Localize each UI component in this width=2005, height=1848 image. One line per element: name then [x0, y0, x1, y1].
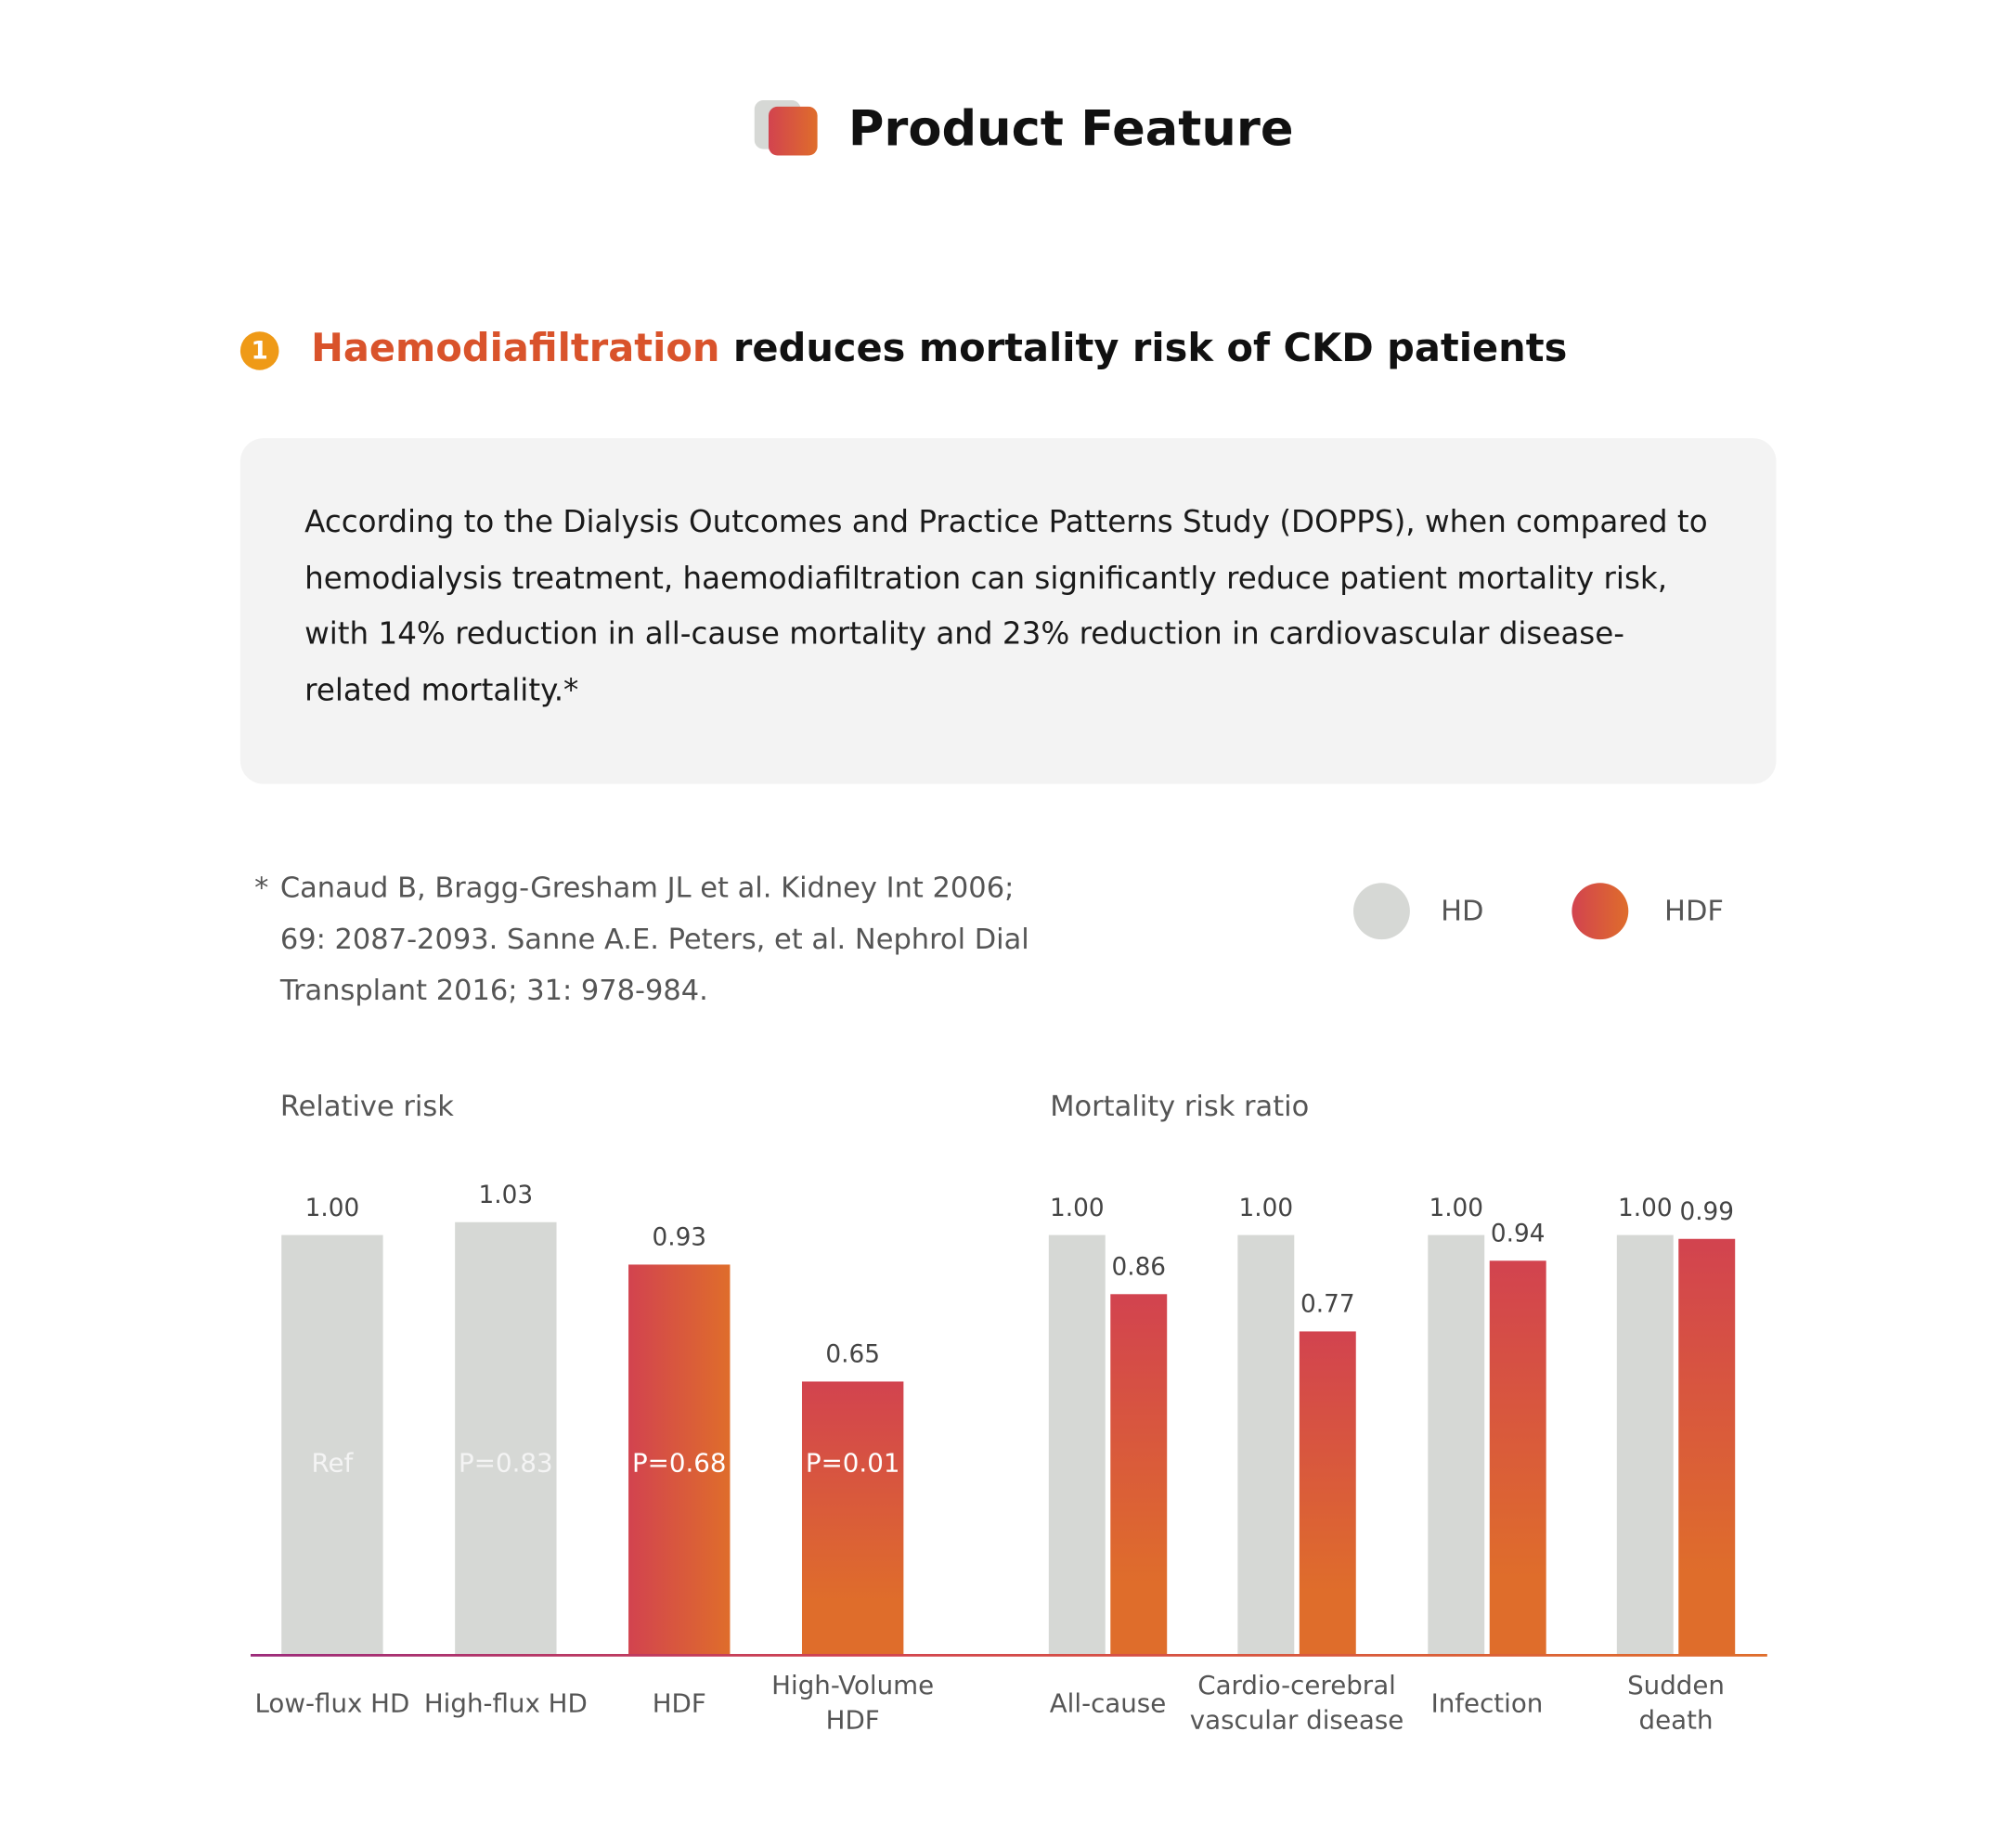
category-label: High-Volume HDF: [771, 1669, 935, 1736]
heading-rest: reduces mortality risk of CKD patients: [719, 326, 1568, 372]
value-label: 1.00: [304, 1194, 360, 1222]
value-label: 0.77: [1300, 1290, 1355, 1319]
reference-note: * Canaud B, Bragg-Gresham JL et al. Kidne…: [254, 863, 1051, 1017]
p-value-label: P=0.83: [459, 1447, 553, 1479]
legend-hdf-label: HDF: [1664, 896, 1724, 928]
value-label: 0.65: [825, 1340, 880, 1370]
category-label: All-cause: [1049, 1686, 1167, 1719]
value-label: 1.00: [1429, 1194, 1484, 1222]
bar-hdf-0: [1110, 1293, 1168, 1656]
bar-hd-0: [1048, 1234, 1106, 1656]
value-label: 0.86: [1111, 1252, 1167, 1282]
chart1-title: Relative risk: [279, 1091, 454, 1124]
legend-hdf-swatch: [1572, 883, 1629, 940]
page-title: Product Feature: [847, 99, 1294, 157]
bar-hd-3: [1616, 1234, 1674, 1656]
reference-text: Canaud B, Bragg-Gresham JL et al. Kidney…: [279, 872, 1029, 1008]
legend-hd-label: HD: [1441, 896, 1484, 928]
summary-text: According to the Dialysis Outcomes and P…: [304, 503, 1708, 708]
p-value-label: Ref: [311, 1447, 354, 1479]
value-label: 0.99: [1679, 1197, 1735, 1227]
bar-hdf-1: [1299, 1331, 1356, 1656]
p-value-label: P=0.68: [631, 1447, 727, 1479]
bar-hd-1: [1237, 1234, 1295, 1656]
section-heading: Haemodiafiltration reduces mortality ris…: [311, 327, 1567, 371]
x-axis-line: [250, 1653, 1767, 1657]
logo-front-square: [768, 106, 818, 156]
legend-hd-swatch: [1352, 883, 1410, 940]
bar-hdf-2: [1489, 1260, 1546, 1656]
value-label: 0.93: [652, 1222, 707, 1252]
summary-box: According to the Dialysis Outcomes and P…: [239, 438, 1777, 784]
bar-1: [455, 1222, 557, 1656]
value-label: 1.00: [1238, 1194, 1294, 1222]
category-label: Sudden death: [1627, 1669, 1725, 1736]
category-label: Infection: [1430, 1686, 1544, 1719]
category-label: HDF: [652, 1686, 706, 1719]
chart2-title: Mortality risk ratio: [1050, 1091, 1310, 1124]
p-value-label: P=0.01: [805, 1447, 900, 1479]
category-label: High-flux HD: [423, 1686, 588, 1719]
value-label: 1.00: [1617, 1194, 1673, 1222]
reference-star: *: [254, 872, 269, 905]
bar-3: [801, 1382, 904, 1656]
value-label: 1.03: [478, 1181, 534, 1210]
section-number-badge: 1: [239, 331, 279, 370]
value-label: 0.94: [1490, 1219, 1546, 1247]
category-label: Low-flux HD: [254, 1686, 410, 1719]
bar-2: [628, 1264, 731, 1656]
bar-hdf-3: [1678, 1239, 1736, 1656]
value-label: 1.00: [1050, 1194, 1105, 1222]
category-label: Cardio-cerebral vascular disease: [1189, 1669, 1404, 1736]
bar-hd-2: [1428, 1234, 1485, 1656]
bar-0: [281, 1234, 383, 1656]
heading-highlight: Haemodiafiltration: [311, 326, 720, 372]
